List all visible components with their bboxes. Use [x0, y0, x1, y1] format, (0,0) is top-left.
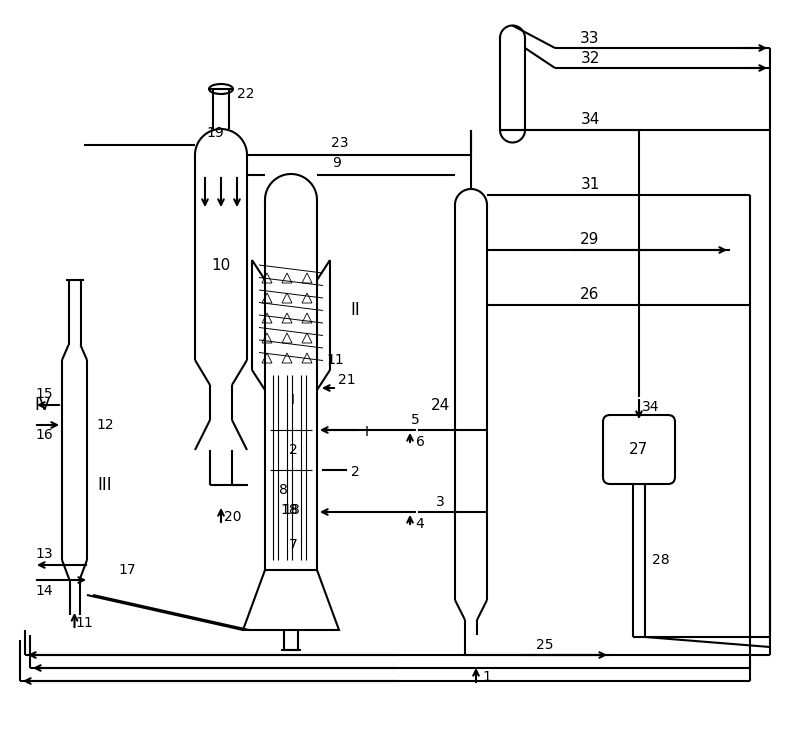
Text: 20: 20 [224, 510, 242, 524]
Text: 24: 24 [430, 397, 450, 413]
Text: 18: 18 [280, 503, 298, 517]
Polygon shape [282, 333, 292, 343]
Text: 33: 33 [580, 30, 600, 46]
Text: 11: 11 [76, 616, 94, 630]
Text: 34: 34 [642, 400, 660, 414]
Text: 16: 16 [35, 428, 53, 442]
Text: 26: 26 [580, 287, 600, 301]
Text: 6: 6 [415, 435, 425, 449]
Text: 9: 9 [333, 156, 342, 170]
Polygon shape [262, 293, 272, 303]
Text: 4: 4 [416, 517, 424, 531]
Text: I: I [365, 425, 369, 439]
Text: 3: 3 [436, 495, 444, 509]
Text: 10: 10 [211, 257, 230, 273]
Polygon shape [302, 313, 312, 323]
Polygon shape [302, 333, 312, 343]
Text: 13: 13 [35, 547, 53, 561]
Text: 34: 34 [580, 111, 600, 127]
Text: 28: 28 [652, 553, 670, 567]
Text: 15: 15 [35, 387, 53, 401]
Polygon shape [302, 353, 312, 363]
Text: 5: 5 [410, 413, 419, 427]
Text: 2: 2 [289, 443, 298, 457]
Text: IV: IV [34, 396, 50, 414]
Text: 18: 18 [282, 503, 300, 517]
Text: 17: 17 [118, 563, 136, 577]
Polygon shape [302, 273, 312, 283]
Polygon shape [282, 273, 292, 283]
Text: 29: 29 [580, 231, 600, 246]
Text: 7: 7 [289, 538, 298, 552]
Polygon shape [302, 293, 312, 303]
Text: 14: 14 [35, 584, 53, 598]
Text: 25: 25 [536, 638, 554, 652]
Text: 22: 22 [238, 87, 254, 101]
FancyBboxPatch shape [603, 415, 675, 484]
Text: 12: 12 [96, 418, 114, 432]
Polygon shape [282, 293, 292, 303]
Polygon shape [243, 570, 339, 630]
Polygon shape [262, 353, 272, 363]
Text: 32: 32 [580, 51, 600, 66]
Text: 19: 19 [206, 126, 224, 140]
Text: 31: 31 [580, 176, 600, 192]
Text: 2: 2 [350, 465, 359, 479]
Polygon shape [262, 273, 272, 283]
Polygon shape [262, 313, 272, 323]
Polygon shape [282, 353, 292, 363]
Text: 23: 23 [331, 136, 349, 150]
Text: 21: 21 [338, 373, 356, 387]
Polygon shape [282, 313, 292, 323]
Text: III: III [98, 476, 112, 494]
Text: 11: 11 [326, 353, 344, 367]
Text: II: II [350, 301, 360, 319]
Text: 8: 8 [278, 483, 287, 497]
Polygon shape [262, 333, 272, 343]
Text: I: I [291, 393, 295, 407]
Text: 1: 1 [482, 670, 491, 684]
Text: 27: 27 [630, 442, 649, 457]
Ellipse shape [209, 84, 233, 94]
